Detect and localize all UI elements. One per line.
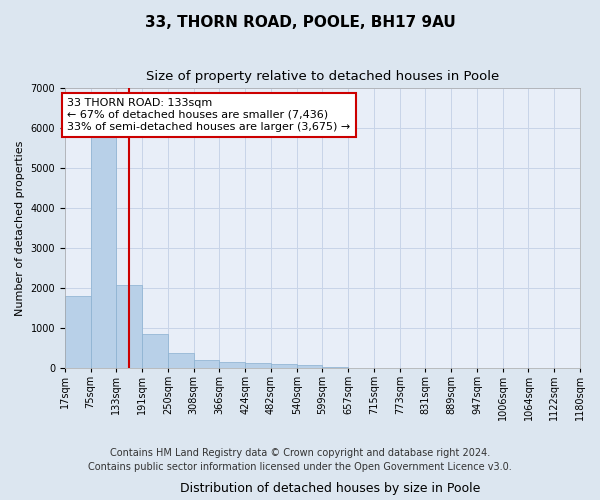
Bar (168, 353, 194, 368)
Bar (91, 136, 116, 368)
Bar (220, 362, 245, 368)
Text: 33 THORN ROAD: 133sqm
← 67% of detached houses are smaller (7,436)
33% of semi-d: 33 THORN ROAD: 133sqm ← 67% of detached … (67, 98, 351, 132)
Title: Size of property relative to detached houses in Poole: Size of property relative to detached ho… (146, 70, 499, 83)
Bar (245, 363, 271, 368)
Text: Contains HM Land Registry data © Crown copyright and database right 2024.: Contains HM Land Registry data © Crown c… (110, 448, 490, 458)
Bar (194, 360, 220, 368)
Bar (271, 364, 296, 368)
Text: Contains public sector information licensed under the Open Government Licence v3: Contains public sector information licen… (88, 462, 512, 472)
Text: Distribution of detached houses by size in Poole: Distribution of detached houses by size … (180, 482, 480, 495)
Y-axis label: Number of detached properties: Number of detached properties (15, 140, 25, 316)
Bar (296, 365, 322, 368)
Bar (116, 285, 142, 368)
Bar (142, 334, 168, 368)
Text: 33, THORN ROAD, POOLE, BH17 9AU: 33, THORN ROAD, POOLE, BH17 9AU (145, 15, 455, 30)
Bar (65, 296, 91, 368)
